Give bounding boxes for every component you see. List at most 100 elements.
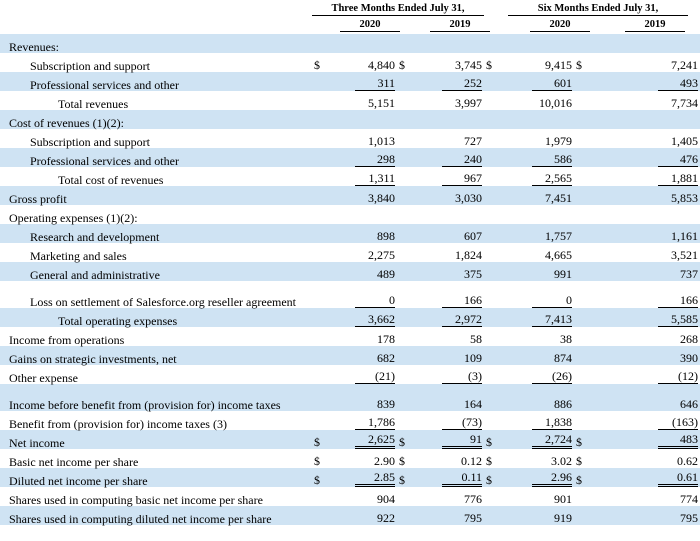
table-row: Net income $2,625 $91 $2,724 $483 <box>0 430 700 449</box>
value-text: 1,979 <box>545 134 572 148</box>
table-row: Total revenues 5,151 3,997 10,016 7,734 <box>0 91 700 111</box>
value-cell: 1,786 <box>326 411 397 430</box>
column-header: Three Months Ended July 31, Six Months E… <box>0 0 700 34</box>
dollar-sign <box>312 167 326 186</box>
dollar-sign <box>484 243 498 262</box>
dollar-sign <box>484 167 498 186</box>
table-row: Marketing and sales 2,275 1,824 4,665 3,521 <box>0 243 700 263</box>
value-cell: 682 <box>326 346 397 365</box>
dollar-sign <box>312 506 326 525</box>
row-label: Basic net income per share <box>9 455 139 469</box>
value-cell <box>411 205 484 224</box>
value-cell: 919 <box>498 506 574 525</box>
value-cell: 483 <box>588 430 700 449</box>
value-text: 483 <box>658 433 698 449</box>
year-header: 2019 <box>430 19 490 32</box>
value-text: 774 <box>680 492 698 506</box>
table-row: Total operating expenses 3,662 2,972 7,413 5… <box>0 308 700 327</box>
dollar-sign <box>397 148 411 167</box>
dollar-sign: $ <box>484 430 498 449</box>
dollar-sign <box>484 281 498 308</box>
value-text: 991 <box>554 267 572 281</box>
value-cell <box>498 205 574 224</box>
dollar-sign <box>397 308 411 327</box>
value-text: 2,724 <box>532 433 572 449</box>
dollar-sign: $ <box>397 430 411 449</box>
value-cell: 4,665 <box>498 243 574 262</box>
value-cell: 1,161 <box>588 224 700 243</box>
value-cell: 240 <box>411 148 484 167</box>
dollar-sign: $ <box>314 58 320 72</box>
value-text: 2,625 <box>355 433 395 449</box>
value-text: 10,016 <box>539 96 572 110</box>
table-row: Loss on settlement of Salesforce.org res… <box>0 281 700 308</box>
value-cell <box>588 205 700 224</box>
row-label: Loss on settlement of Salesforce.org res… <box>30 295 297 309</box>
value-cell: 795 <box>588 506 700 525</box>
dollar-sign <box>312 308 326 327</box>
value-text: 967 <box>442 172 482 186</box>
value-text: 904 <box>377 492 395 506</box>
value-text: 3,997 <box>455 96 482 110</box>
dollar-sign <box>312 384 326 411</box>
dollar-sign <box>312 281 326 308</box>
value-cell: 268 <box>588 327 700 346</box>
value-text: 3,662 <box>355 313 395 327</box>
dollar-sign <box>484 365 498 384</box>
dollar-sign <box>484 384 498 411</box>
dollar-sign <box>574 243 588 262</box>
table-body: Revenues: Subscription and support $4,840 $… <box>0 34 700 525</box>
value-cell: 489 <box>326 262 397 281</box>
dollar-sign <box>397 365 411 384</box>
value-text: (26) <box>532 370 572 384</box>
value-text: 489 <box>377 267 395 281</box>
dollar-sign: $ <box>312 430 326 449</box>
value-cell: 390 <box>588 346 700 365</box>
row-label: Subscription and support <box>30 59 150 73</box>
value-cell: 586 <box>498 148 574 167</box>
dollar-sign: $ <box>574 430 588 449</box>
value-cell: 298 <box>326 148 397 167</box>
dollar-sign <box>312 34 326 53</box>
value-text: 737 <box>680 267 698 281</box>
dollar-sign <box>397 411 411 430</box>
value-cell <box>588 34 700 53</box>
dollar-sign: $ <box>397 468 411 487</box>
dollar-sign: $ <box>574 468 588 487</box>
value-cell: 164 <box>411 384 484 411</box>
value-text: 91 <box>442 433 482 449</box>
value-text: 0.61 <box>658 471 698 487</box>
value-cell: 178 <box>326 327 397 346</box>
value-cell: 607 <box>411 224 484 243</box>
value-cell <box>588 110 700 129</box>
value-text: 2.85 <box>355 471 395 487</box>
dollar-sign <box>397 224 411 243</box>
value-cell: 874 <box>498 346 574 365</box>
value-text: 3,030 <box>455 191 482 205</box>
value-cell: 991 <box>498 262 574 281</box>
value-text: 7,413 <box>532 313 572 327</box>
value-text: 1,161 <box>671 229 698 243</box>
dollar-sign <box>484 34 498 53</box>
value-text: (163) <box>658 416 698 430</box>
dollar-sign <box>312 411 326 430</box>
value-cell: 109 <box>411 346 484 365</box>
value-cell: 58 <box>411 327 484 346</box>
value-text: 1,881 <box>658 172 698 186</box>
dollar-sign <box>574 91 588 110</box>
table-row: Professional services and other 311 252 601… <box>0 72 700 91</box>
dollar-sign <box>312 346 326 365</box>
value-text: 7,734 <box>671 96 698 110</box>
value-cell: 2,972 <box>411 308 484 327</box>
value-cell <box>498 110 574 129</box>
dollar-sign <box>484 224 498 243</box>
dollar-sign <box>574 487 588 506</box>
value-cell: 3,521 <box>588 243 700 262</box>
value-text: 390 <box>680 351 698 365</box>
value-cell: 2,275 <box>326 243 397 262</box>
dollar-sign <box>312 72 326 91</box>
row-label: Gross profit <box>0 186 312 205</box>
value-cell: 1,979 <box>498 129 574 148</box>
value-text: 898 <box>377 229 395 243</box>
